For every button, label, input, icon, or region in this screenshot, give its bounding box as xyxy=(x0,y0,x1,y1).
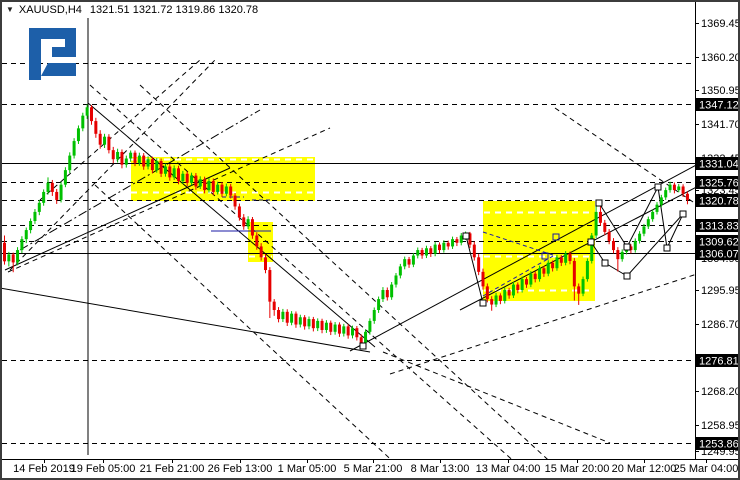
pattern-zones xyxy=(131,157,595,301)
analysis-lines xyxy=(2,18,695,459)
axes-layer: 1369.451360.201350.951341.701332.451323.… xyxy=(13,18,740,475)
price-axis-area[interactable] xyxy=(696,0,740,459)
svg-text:1276.81: 1276.81 xyxy=(699,356,739,368)
symbol-timeframe-label: XAUUSD,H4 xyxy=(18,3,82,16)
svg-text:1253.86: 1253.86 xyxy=(699,439,739,451)
svg-text:26 Feb 13:00: 26 Feb 13:00 xyxy=(208,463,273,475)
svg-text:20 Mar 12:00: 20 Mar 12:00 xyxy=(612,463,677,475)
svg-text:1347.12: 1347.12 xyxy=(699,100,739,112)
svg-text:13 Mar 04:00: 13 Mar 04:00 xyxy=(476,463,541,475)
svg-text:1268.20: 1268.20 xyxy=(701,386,740,398)
chevron-down-icon[interactable]: ▼ xyxy=(6,4,14,14)
svg-text:5 Mar 21:00: 5 Mar 21:00 xyxy=(344,463,403,475)
waypoint-markers xyxy=(359,183,687,350)
svg-text:1286.70: 1286.70 xyxy=(701,319,740,331)
svg-text:1 Mar 05:00: 1 Mar 05:00 xyxy=(278,463,337,475)
svg-text:25 Mar 04:00: 25 Mar 04:00 xyxy=(674,463,739,475)
svg-text:1369.45: 1369.45 xyxy=(701,18,740,30)
chart-title: ▼ XAUUSD,H4 1321.51 1321.72 1319.86 1320… xyxy=(6,3,258,16)
svg-text:1350.95: 1350.95 xyxy=(701,85,740,97)
svg-text:1295.95: 1295.95 xyxy=(701,285,740,297)
candles-layer xyxy=(3,104,689,346)
ohlc-quote-label: 1321.51 1321.72 1319.86 1320.78 xyxy=(89,3,259,16)
svg-text:1325.76: 1325.76 xyxy=(699,178,739,190)
svg-text:21 Feb 21:00: 21 Feb 21:00 xyxy=(140,463,205,475)
svg-text:1360.20: 1360.20 xyxy=(701,52,740,64)
svg-text:1258.95: 1258.95 xyxy=(701,420,740,432)
time-axis-area[interactable] xyxy=(0,459,740,480)
svg-text:1341.70: 1341.70 xyxy=(701,119,740,131)
svg-text:8 Mar 13:00: 8 Mar 13:00 xyxy=(411,463,470,475)
roboforex-logo xyxy=(29,28,76,80)
svg-text:1331.04: 1331.04 xyxy=(699,159,739,171)
svg-text:1306.07: 1306.07 xyxy=(699,249,739,261)
svg-text:1313.83: 1313.83 xyxy=(699,221,739,233)
svg-text:19 Feb 05:00: 19 Feb 05:00 xyxy=(71,463,136,475)
svg-text:14 Feb 2019: 14 Feb 2019 xyxy=(13,463,75,475)
svg-text:15 Mar 20:00: 15 Mar 20:00 xyxy=(545,463,610,475)
svg-text:1320.78: 1320.78 xyxy=(699,196,739,208)
svg-text:1309.62: 1309.62 xyxy=(699,237,739,249)
